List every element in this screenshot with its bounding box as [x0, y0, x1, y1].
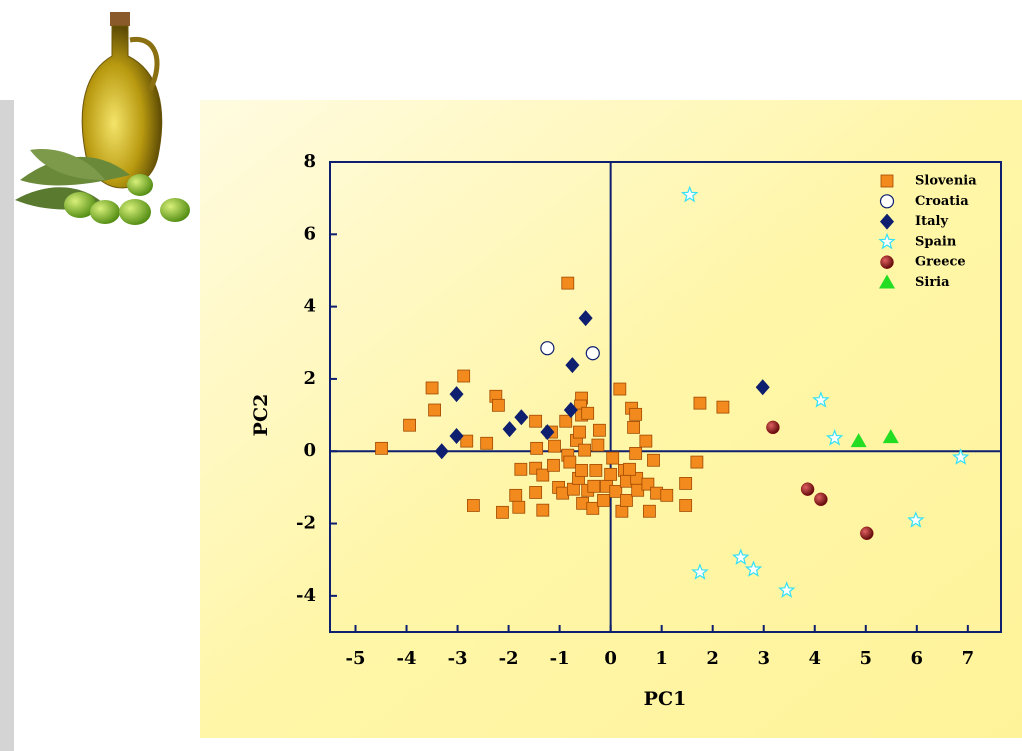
- point: [549, 440, 561, 452]
- legend-label: Italy: [915, 214, 948, 229]
- point: [547, 459, 559, 471]
- point: [593, 424, 605, 436]
- page: {"chart_data": {"type": "scatter", "x_la…: [0, 0, 1022, 751]
- point: [515, 463, 527, 475]
- point: [429, 404, 441, 416]
- point: [496, 506, 508, 518]
- point: [694, 397, 706, 409]
- x-tick-label: 6: [911, 648, 924, 669]
- point: [717, 401, 729, 413]
- point: [590, 464, 602, 476]
- x-tick-label: 5: [860, 648, 873, 669]
- point: [513, 501, 525, 513]
- point: [574, 426, 586, 438]
- legend-marker: [881, 195, 894, 208]
- point: [376, 442, 388, 454]
- point: [531, 442, 543, 454]
- point: [680, 477, 692, 489]
- legend-label: Greece: [915, 255, 966, 270]
- point: [560, 415, 572, 427]
- legend-marker: [881, 175, 893, 187]
- point: [766, 421, 779, 434]
- point: [582, 407, 594, 419]
- point: [537, 469, 549, 481]
- legend-label: Spain: [915, 234, 957, 249]
- slide: -5 -4 -3 -2 -1 0 1 2 3 4 5 6 7 -4 -2 0 2 4 6 8 Slovenia Croat…: [0, 0, 1022, 751]
- point: [620, 494, 632, 506]
- point: [564, 456, 576, 468]
- x-tick-label: -1: [550, 648, 570, 669]
- point: [643, 505, 655, 517]
- point: [458, 370, 470, 382]
- point: [426, 382, 438, 394]
- x-tick-label: 1: [655, 648, 668, 669]
- point: [628, 421, 640, 433]
- x-tick-label: -5: [346, 648, 366, 669]
- side-bar: [0, 100, 14, 751]
- x-tick-label: -3: [448, 648, 468, 669]
- y-tick-label: 4: [303, 296, 316, 317]
- point: [680, 499, 692, 511]
- point: [801, 483, 814, 496]
- point: [557, 487, 569, 499]
- point: [610, 485, 622, 497]
- x-tick-label: 0: [604, 648, 617, 669]
- point: [576, 464, 588, 476]
- y-tick-label: 2: [303, 368, 316, 389]
- legend-label: Slovenia: [915, 174, 977, 189]
- point: [814, 493, 827, 506]
- point: [404, 419, 416, 431]
- point: [616, 505, 628, 517]
- point: [691, 456, 703, 468]
- point: [510, 489, 522, 501]
- point: [624, 463, 636, 475]
- x-tick-label: 7: [962, 648, 975, 669]
- x-axis-label: PC1: [644, 688, 687, 710]
- legend-label: Croatia: [915, 194, 969, 209]
- point: [588, 480, 600, 492]
- point: [467, 499, 479, 511]
- point: [607, 452, 619, 464]
- point: [605, 468, 617, 480]
- point: [492, 399, 504, 411]
- point: [567, 483, 579, 495]
- point: [587, 502, 599, 514]
- point: [530, 486, 542, 498]
- point: [860, 527, 873, 540]
- point: [579, 444, 591, 456]
- point: [630, 447, 642, 459]
- point: [630, 408, 642, 420]
- y-tick-label: 0: [303, 440, 316, 461]
- x-tick-label: -2: [499, 648, 519, 669]
- x-tick-label: 2: [706, 648, 719, 669]
- y-tick-label: -2: [296, 513, 316, 534]
- x-tick-label: -4: [397, 648, 417, 669]
- y-axis-label: PC2: [250, 394, 272, 437]
- point: [614, 383, 626, 395]
- point: [537, 504, 549, 516]
- legend-label: Siria: [915, 275, 950, 290]
- point: [530, 415, 542, 427]
- x-tick-label: 4: [808, 648, 821, 669]
- y-tick-label: 8: [303, 151, 316, 172]
- olive-oil-illustration: [15, 12, 190, 225]
- point: [598, 494, 610, 506]
- point: [648, 454, 660, 466]
- y-tick-label: 6: [303, 223, 316, 244]
- point: [481, 437, 493, 449]
- point: [640, 435, 652, 447]
- point: [661, 489, 673, 501]
- x-tick-label: 3: [757, 648, 770, 669]
- point: [586, 347, 599, 360]
- point: [592, 439, 604, 451]
- point: [541, 342, 554, 355]
- y-tick-label: -4: [296, 585, 316, 606]
- point: [562, 277, 574, 289]
- legend-marker: [881, 256, 894, 269]
